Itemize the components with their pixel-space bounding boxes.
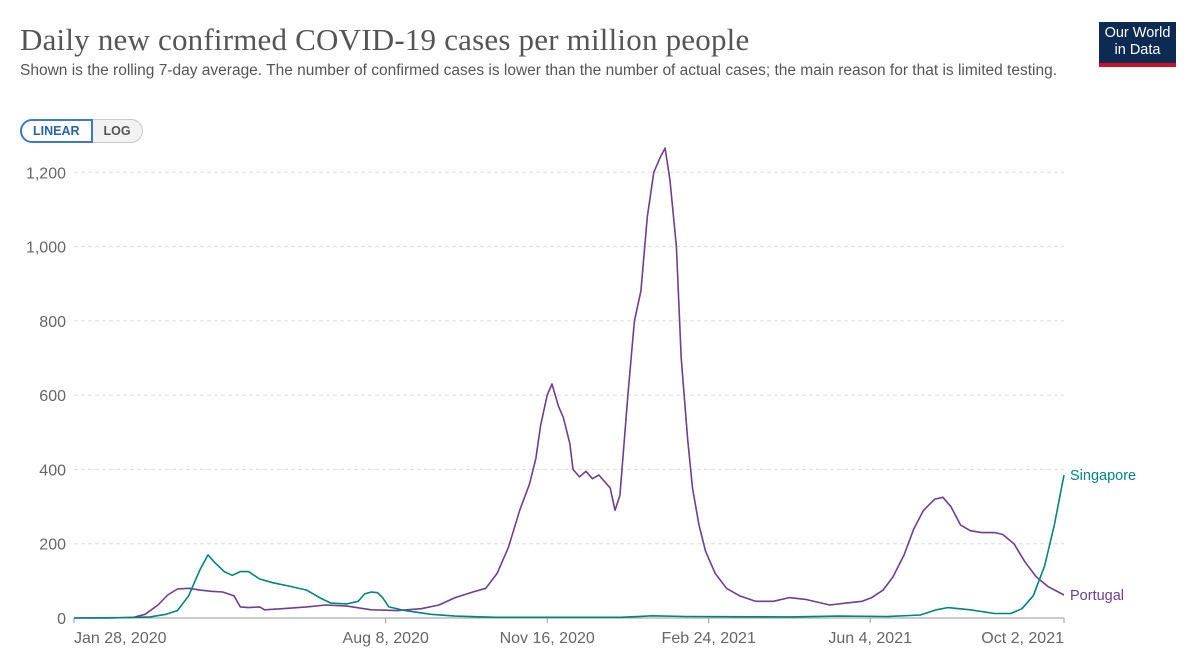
y-tick-label: 800 bbox=[39, 314, 66, 331]
linear-scale-button[interactable]: LINEAR bbox=[20, 119, 93, 143]
y-tick-label: 600 bbox=[39, 388, 66, 405]
logo-line-1: Our World bbox=[1104, 25, 1171, 41]
y-tick-label: 1,200 bbox=[26, 165, 66, 182]
log-scale-button[interactable]: LOG bbox=[92, 119, 143, 143]
x-tick-label: Jan 28, 2020 bbox=[74, 630, 167, 647]
series-label-singapore: Singapore bbox=[1070, 468, 1136, 484]
y-tick-label: 1,000 bbox=[26, 240, 66, 257]
series-line-portugal bbox=[74, 147, 1065, 619]
y-tick-label: 400 bbox=[39, 462, 66, 479]
logo-line-2: in Data bbox=[1114, 42, 1161, 58]
x-tick-label: Nov 16, 2020 bbox=[500, 630, 595, 647]
y-tick-label: 200 bbox=[39, 537, 66, 554]
owid-logo[interactable]: Our World in Data bbox=[1099, 22, 1176, 67]
y-tick-label: 0 bbox=[57, 611, 66, 628]
x-tick-label: Jun 4, 2021 bbox=[828, 630, 912, 647]
x-tick-label: Oct 2, 2021 bbox=[981, 630, 1064, 647]
scale-toggle: LINEAR LOG bbox=[20, 119, 143, 143]
series-line-singapore bbox=[73, 474, 1065, 619]
x-tick-label: Aug 8, 2020 bbox=[343, 630, 429, 647]
chart-subtitle: Shown is the rolling 7-day average. The … bbox=[20, 62, 1058, 79]
x-tick-label: Feb 24, 2021 bbox=[662, 630, 756, 647]
series-label-portugal: Portugal bbox=[1070, 588, 1124, 604]
chart-title: Daily new confirmed COVID-19 cases per m… bbox=[20, 22, 750, 57]
